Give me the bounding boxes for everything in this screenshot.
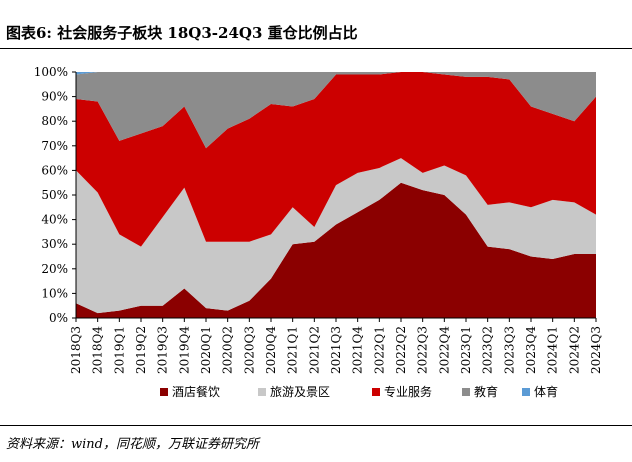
x-tick-label: 2019Q2 bbox=[134, 326, 148, 374]
legend-swatch bbox=[522, 388, 530, 396]
y-tick-label: 70% bbox=[41, 139, 68, 153]
x-tick-label: 2022Q3 bbox=[416, 326, 430, 374]
x-tick-label: 2024Q2 bbox=[567, 326, 581, 374]
x-tick-label: 2023Q4 bbox=[524, 326, 538, 374]
source-divider bbox=[0, 425, 632, 426]
x-tick-label: 2018Q4 bbox=[91, 326, 105, 374]
x-tick-label: 2022Q4 bbox=[437, 326, 451, 374]
x-tick-label: 2020Q4 bbox=[264, 326, 278, 374]
stacked-area-chart: 0% 10% 20% 30% 40% 50% 60% 70% 80% 90% 100% 2018Q3… bbox=[34, 65, 603, 399]
y-tick-label: 40% bbox=[41, 213, 68, 227]
legend-label: 酒店餐饮 bbox=[172, 384, 220, 399]
y-tick-label: 100% bbox=[34, 65, 68, 79]
y-tick-label: 10% bbox=[41, 286, 68, 300]
y-tick-label: 90% bbox=[41, 90, 68, 104]
x-tick-label: 2024Q3 bbox=[589, 326, 603, 374]
x-tick-label: 2023Q1 bbox=[459, 326, 473, 374]
chart-title: 图表6: 社会服务子板块 18Q3-24Q3 重仓比例占比 bbox=[6, 24, 358, 42]
x-tick-label: 2023Q2 bbox=[481, 326, 495, 374]
legend-swatch bbox=[258, 388, 266, 396]
x-tick-label: 2019Q3 bbox=[156, 326, 170, 374]
x-tick-label: 2021Q3 bbox=[329, 326, 343, 374]
y-tick-label: 20% bbox=[41, 262, 68, 276]
x-tick-label: 2019Q4 bbox=[177, 326, 191, 374]
title-bar bbox=[0, 0, 632, 49]
x-tick-label: 2023Q3 bbox=[502, 326, 516, 374]
legend-label: 旅游及景区 bbox=[270, 385, 330, 399]
legend-label: 教育 bbox=[474, 384, 498, 399]
legend-swatch bbox=[372, 388, 380, 396]
legend-label: 专业服务 bbox=[384, 384, 432, 399]
area-series-3 bbox=[76, 72, 596, 149]
area-series-1 bbox=[76, 158, 596, 314]
y-tick-label: 30% bbox=[41, 237, 68, 251]
legend-label: 体育 bbox=[534, 384, 558, 399]
x-tick-label: 2024Q1 bbox=[546, 326, 560, 374]
x-tick-label: 2022Q2 bbox=[394, 326, 408, 374]
y-tick-label: 60% bbox=[41, 163, 68, 177]
legend-swatch bbox=[462, 388, 470, 396]
legend-swatch bbox=[160, 388, 168, 396]
x-tick-labels: 2018Q3 2018Q4 2019Q1 2019Q2 2019Q3 2019Q4 2020… bbox=[69, 318, 603, 374]
area-series-0 bbox=[76, 182, 596, 318]
source-note: 资料来源：wind，同花顺，万联证券研究所 bbox=[6, 437, 259, 452]
x-tick-label: 2020Q2 bbox=[221, 326, 235, 374]
legend: 酒店餐饮 旅游及景区 专业服务 教育 体育 bbox=[160, 384, 558, 399]
x-tick-label: 2020Q1 bbox=[199, 326, 213, 374]
y-tick-label: 0% bbox=[49, 311, 68, 325]
x-tick-label: 2021Q2 bbox=[307, 326, 321, 374]
x-tick-label: 2019Q1 bbox=[112, 326, 126, 374]
x-tick-label: 2021Q4 bbox=[351, 326, 365, 374]
y-tick-label: 50% bbox=[41, 188, 68, 202]
y-tick-labels: 0% 10% 20% 30% 40% 50% 60% 70% 80% 90% 100% bbox=[34, 65, 76, 325]
area-layers bbox=[76, 72, 596, 318]
x-tick-label: 2020Q3 bbox=[242, 326, 256, 374]
area-series-2 bbox=[76, 72, 596, 247]
x-tick-label: 2021Q1 bbox=[286, 326, 300, 374]
x-tick-label: 2022Q1 bbox=[372, 326, 386, 374]
x-tick-label: 2018Q3 bbox=[69, 326, 83, 374]
y-tick-label: 80% bbox=[41, 114, 68, 128]
